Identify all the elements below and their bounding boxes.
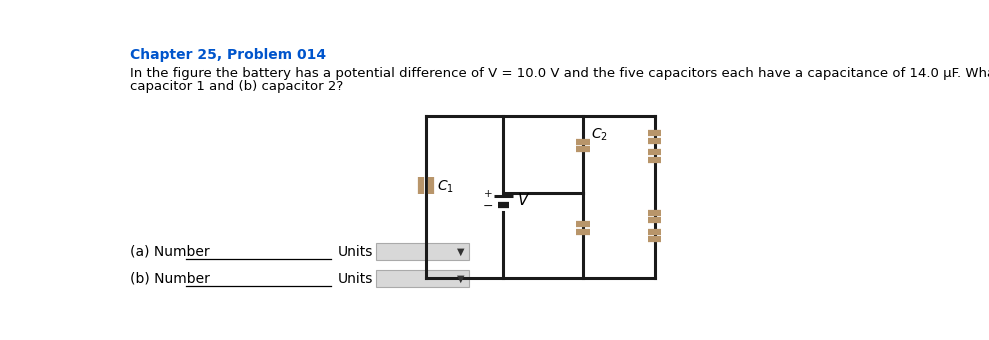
- Text: $C_2$: $C_2$: [591, 126, 608, 143]
- Text: +: +: [484, 189, 493, 199]
- Text: Chapter 25, Problem 014: Chapter 25, Problem 014: [130, 49, 326, 63]
- Text: In the figure the battery has a potential difference of V = 10.0 V and the five : In the figure the battery has a potentia…: [130, 67, 989, 80]
- FancyBboxPatch shape: [376, 243, 469, 260]
- Text: −: −: [483, 200, 494, 213]
- Text: Units: Units: [337, 272, 373, 286]
- Text: (a) Number: (a) Number: [130, 245, 210, 259]
- Text: V: V: [517, 193, 528, 208]
- Text: $C_1$: $C_1$: [437, 178, 454, 194]
- Text: ▼: ▼: [457, 247, 465, 257]
- Text: capacitor 1 and (b) capacitor 2?: capacitor 1 and (b) capacitor 2?: [130, 80, 343, 93]
- Text: Units: Units: [337, 245, 373, 259]
- Text: (b) Number: (b) Number: [130, 272, 210, 286]
- Text: ▼: ▼: [457, 274, 465, 284]
- FancyBboxPatch shape: [376, 270, 469, 287]
